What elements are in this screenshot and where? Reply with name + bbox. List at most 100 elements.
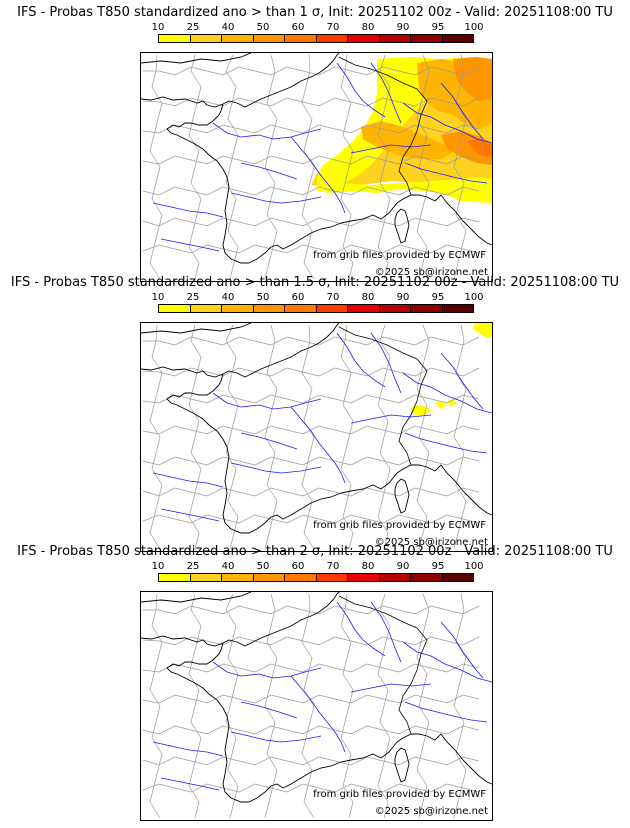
scale-swatch-90 xyxy=(379,305,411,312)
river xyxy=(440,82,484,140)
admin-border xyxy=(188,324,202,550)
scale-swatch-60 xyxy=(285,305,317,312)
scale-label-90: 90 xyxy=(396,292,410,303)
map-svg xyxy=(141,592,492,819)
coast-line xyxy=(248,733,492,803)
coast-line xyxy=(141,366,254,378)
scale-swatch-25 xyxy=(190,35,222,42)
river xyxy=(350,144,432,154)
admin-border xyxy=(264,54,278,280)
admin-border xyxy=(149,593,163,819)
rivers xyxy=(152,332,492,522)
probability-area xyxy=(473,323,492,337)
scale-label-95: 95 xyxy=(431,22,445,33)
admin-border xyxy=(142,155,480,165)
map-frame: from grib files provided by ECMWF ©2025 … xyxy=(140,591,493,821)
scale-swatch-50 xyxy=(253,35,285,42)
scale-label-95: 95 xyxy=(431,561,445,572)
river xyxy=(160,238,220,252)
data-credit: from grib files provided by ECMWF xyxy=(313,520,486,531)
admin-border xyxy=(416,593,430,819)
admin-borders xyxy=(142,593,480,819)
admin-border xyxy=(377,324,391,550)
map-frame: from grib files provided by ECMWF ©2025 … xyxy=(140,322,493,552)
scale-swatch-50 xyxy=(253,574,285,581)
admin-border xyxy=(142,97,480,107)
admin-border xyxy=(188,593,202,819)
scale-labels: 10 25 40 50 60 70 80 90 95 100 xyxy=(140,561,484,572)
river xyxy=(350,683,432,693)
scale-label-10: 10 xyxy=(151,292,165,303)
scale-swatch-80 xyxy=(348,574,380,581)
coast-line xyxy=(252,323,340,374)
scale-label-80: 80 xyxy=(361,561,375,572)
admin-borders xyxy=(142,54,480,280)
river xyxy=(350,414,432,424)
admin-border xyxy=(142,244,480,254)
scale-label-70: 70 xyxy=(326,561,340,572)
river xyxy=(290,675,346,753)
scale-label-70: 70 xyxy=(326,22,340,33)
copyright: ©2025 sb@irizone.net xyxy=(374,267,488,278)
scale-label-50: 50 xyxy=(256,292,270,303)
river xyxy=(212,122,322,140)
scale-swatch-100 xyxy=(442,574,473,581)
scale-swatch-40 xyxy=(222,574,254,581)
admin-border xyxy=(142,456,480,466)
admin-border xyxy=(301,593,315,819)
admin-border xyxy=(188,54,202,280)
scale-bar xyxy=(158,34,474,43)
river xyxy=(370,62,402,124)
rivers xyxy=(152,62,492,252)
river xyxy=(152,202,224,218)
river xyxy=(404,162,488,184)
admin-border xyxy=(142,367,480,377)
coast-line xyxy=(166,642,224,709)
river xyxy=(152,741,224,757)
corsica-outline xyxy=(394,478,410,514)
river xyxy=(230,462,322,474)
coastline xyxy=(141,592,492,803)
map-svg xyxy=(141,53,492,280)
scale-swatch-70 xyxy=(316,305,348,312)
admin-border xyxy=(143,66,480,76)
scale-label-100: 100 xyxy=(464,22,484,33)
probability-shading xyxy=(311,57,492,203)
admin-border xyxy=(142,217,480,227)
copyright: ©2025 sb@irizone.net xyxy=(374,806,488,817)
probability-area xyxy=(453,57,492,101)
coast-line xyxy=(166,103,224,170)
river xyxy=(440,621,484,679)
scale-label-60: 60 xyxy=(291,561,305,572)
panel-title: IFS - Probas T850 standardized ano > tha… xyxy=(17,5,613,20)
river xyxy=(230,192,322,204)
color-scale: 10 25 40 50 60 70 80 90 95 100 xyxy=(140,22,484,47)
scale-bar xyxy=(158,573,474,582)
probability-area xyxy=(361,121,455,159)
scale-swatch-80 xyxy=(348,35,380,42)
admin-border xyxy=(225,593,239,819)
admin-border xyxy=(416,54,430,280)
scale-swatch-100 xyxy=(442,35,473,42)
coast-line xyxy=(141,96,254,108)
coastline xyxy=(141,53,492,264)
admin-border xyxy=(142,756,480,766)
scale-label-25: 25 xyxy=(186,561,200,572)
copyright: ©2025 sb@irizone.net xyxy=(374,537,488,548)
river xyxy=(404,432,488,454)
scale-bar xyxy=(158,304,474,313)
scale-label-50: 50 xyxy=(256,561,270,572)
coast-line xyxy=(222,438,249,534)
data-credit: from grib files provided by ECMWF xyxy=(313,789,486,800)
coast-line xyxy=(222,168,249,264)
river xyxy=(230,731,322,743)
admin-border xyxy=(142,394,480,404)
scale-label-60: 60 xyxy=(291,292,305,303)
coast-line xyxy=(248,194,492,264)
scale-label-25: 25 xyxy=(186,292,200,303)
scale-label-95: 95 xyxy=(431,292,445,303)
river xyxy=(160,777,220,791)
scale-swatch-95 xyxy=(411,305,443,312)
map-panel-3: IFS - Probas T850 standardized ano > tha… xyxy=(0,543,630,821)
river xyxy=(336,62,386,118)
